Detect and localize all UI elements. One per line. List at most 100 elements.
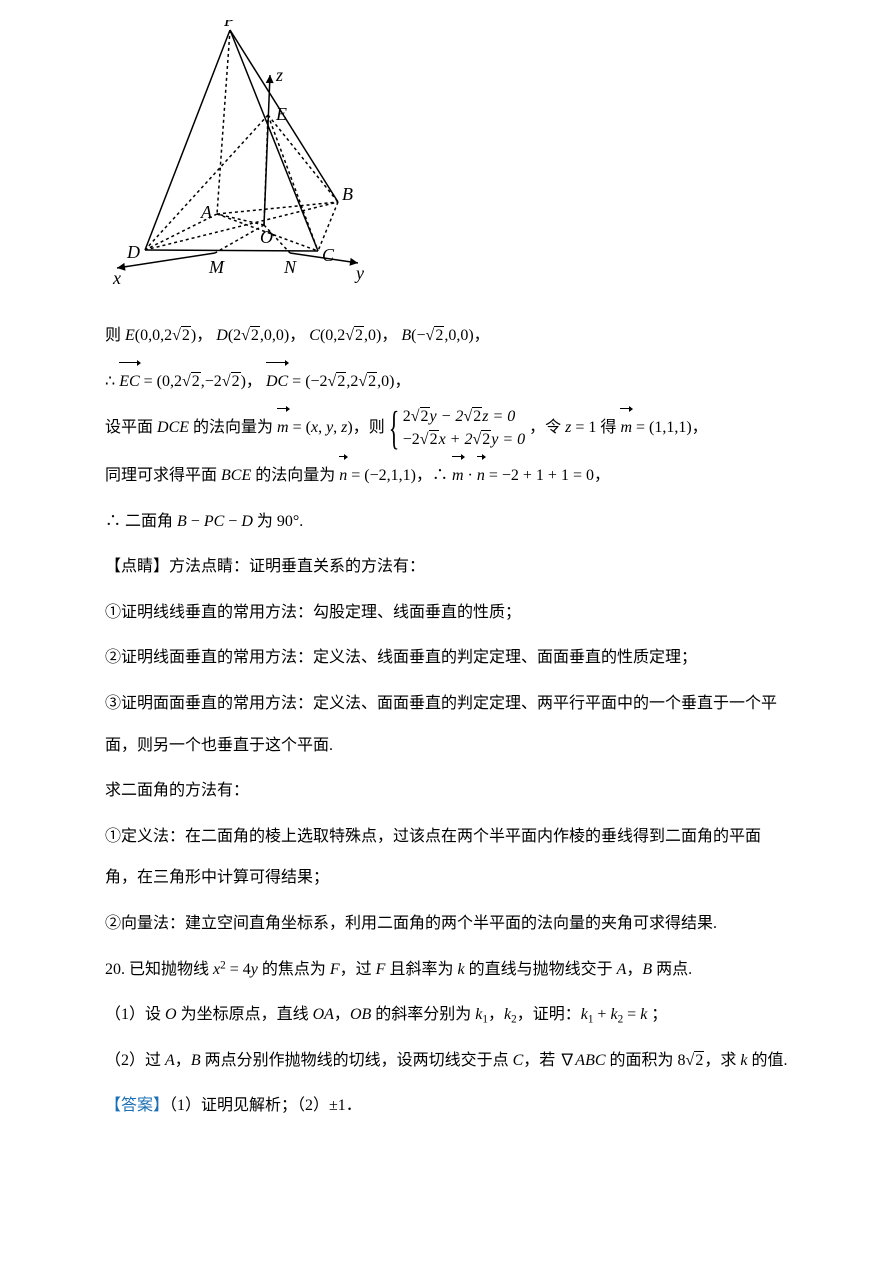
line-dihedral: ∴ 二面角 B − PC − D 为 90°. — [105, 501, 792, 543]
t: )，则 — [347, 419, 388, 436]
hint-3: ③证明面面垂直的常用方法：定义法、面面垂直的判定定理、两平行平面中的一个垂直于一… — [105, 683, 792, 766]
t: 同理可求得平面 — [105, 467, 221, 484]
pt-B: B — [401, 327, 411, 344]
t: )， — [191, 327, 212, 344]
k: k — [457, 961, 464, 978]
vec-n: n — [477, 455, 485, 497]
svg-text:P: P — [223, 20, 235, 30]
svg-text:E: E — [275, 104, 287, 124]
q20: 20. 已知抛物线 x2 = 4y 的焦点为 F，过 F 且斜率为 k 的直线与… — [105, 949, 792, 991]
t: ,0,0)， — [260, 327, 305, 344]
svg-text:D: D — [126, 242, 140, 262]
C: C — [513, 1052, 524, 1069]
t: (− — [411, 327, 425, 344]
equation-system: 2√2y − 2√2z = 0 −2√2x + 2√2y = 0 — [389, 406, 525, 451]
line-normal-m: 设平面 DCE 的法向量为 m = (x, y, z)，则 2√2y − 2√2… — [105, 406, 792, 451]
t: 两点. — [652, 961, 692, 978]
t: ,2 — [346, 373, 358, 390]
t: = −2 + 1 + 1 = 0， — [485, 467, 610, 484]
PC: PC — [204, 513, 224, 530]
t: 为 90°. — [253, 513, 303, 530]
t: ， — [334, 1006, 350, 1023]
t: (0,0,2 — [135, 327, 172, 344]
O: O — [165, 1006, 177, 1023]
t: = 1 得 — [571, 419, 620, 436]
t: = (1,1,1)， — [632, 419, 708, 436]
t: 且斜率为 — [385, 961, 457, 978]
t: （2）过 — [105, 1052, 165, 1069]
t: ，证明： — [517, 1006, 581, 1023]
svg-text:x: x — [112, 268, 121, 288]
vec-m: m — [452, 455, 464, 497]
A: A — [617, 961, 627, 978]
line-coords: 则 E(0,0,2√2)， D(2√2,0,0)， C(0,2√2,0)， B(… — [105, 315, 792, 357]
t: 的法向量为 — [189, 419, 277, 436]
t: − — [187, 513, 204, 530]
sqrt2: √2 — [182, 372, 201, 390]
A: A — [165, 1052, 175, 1069]
t: 20. 已知抛物线 — [105, 961, 213, 978]
F: F — [330, 961, 340, 978]
line-vectors: ∴ EC = (0,2√2,−2√2)， DC = (−2√2,2√2,0)， — [105, 361, 792, 403]
line-normal-n: 同理可求得平面 BCE 的法向量为 n = (−2,1,1)，∴ m · n =… — [105, 455, 792, 497]
answer-text: （1）证明见解析；（2）±1． — [169, 1097, 362, 1114]
hint-2: ②证明线面垂直的常用方法：定义法、线面垂直的判定定理、面面垂直的性质定理； — [105, 637, 792, 679]
svg-text:A: A — [200, 202, 213, 222]
B: B — [191, 1052, 201, 1069]
t: 的直线与抛物线交于 — [465, 961, 617, 978]
t: 两点分别作抛物线的切线，设两切线交于点 — [201, 1052, 513, 1069]
vec-DC: DC — [266, 361, 288, 403]
vec-n: n — [339, 455, 347, 497]
plane-BCE: BCE — [221, 467, 251, 484]
hint-1: ①证明线线垂直的常用方法：勾股定理、线面垂直的性质； — [105, 592, 792, 634]
t: 设平面 — [105, 419, 157, 436]
t: (2 — [228, 327, 241, 344]
vec-EC: EC — [119, 361, 139, 403]
t: ，若 ∇ — [523, 1052, 575, 1069]
k2: k — [610, 1006, 617, 1023]
t: = (0,2 — [140, 373, 182, 390]
svg-text:y: y — [354, 263, 364, 283]
t: 为坐标原点，直线 — [177, 1006, 313, 1023]
t: − — [224, 513, 241, 530]
sqrt2: √2 — [345, 326, 364, 344]
t: )， — [241, 373, 262, 390]
x: x — [311, 419, 318, 436]
svg-text:M: M — [208, 257, 225, 277]
dot: · — [464, 467, 477, 484]
t: = (−2 — [288, 373, 327, 390]
vec-m: m — [620, 407, 632, 449]
F: F — [376, 961, 386, 978]
t: = 4 — [226, 961, 251, 978]
sqrt2: √2 — [426, 326, 445, 344]
pt-E: E — [125, 327, 135, 344]
t: ； — [647, 1006, 667, 1023]
pt-D: D — [216, 327, 228, 344]
svg-text:N: N — [283, 257, 297, 277]
t: ， — [488, 1006, 504, 1023]
t: ,0)， — [364, 327, 397, 344]
t: ,0,0)， — [444, 327, 489, 344]
t: 的法向量为 — [251, 467, 339, 484]
svg-text:z: z — [275, 65, 283, 85]
hint-5: ①定义法：在二面角的棱上选取特殊点，过该点在两个半平面内作棱的垂线得到二面角的平… — [105, 816, 792, 899]
answer-label: 【答案】 — [105, 1097, 169, 1114]
t: ∴ 二面角 — [105, 513, 177, 530]
OA: OA — [313, 1006, 334, 1023]
t: ，求 — [704, 1052, 740, 1069]
t: = (−2,1,1)，∴ — [347, 467, 452, 484]
t: ， — [175, 1052, 191, 1069]
t: ，过 — [340, 961, 376, 978]
ABC: ABC — [575, 1052, 605, 1069]
svg-text:O: O — [260, 227, 273, 247]
B: B — [642, 961, 652, 978]
svg-text:C: C — [322, 245, 335, 265]
t: 则 — [105, 327, 125, 344]
svg-text:B: B — [342, 184, 353, 204]
sqrt2: √2 — [686, 1051, 705, 1069]
y: y — [251, 961, 258, 978]
answer-line: 【答案】（1）证明见解析；（2）±1． — [105, 1085, 792, 1127]
q20-part1: （1）设 O 为坐标原点，直线 OA，OB 的斜率分别为 k1，k2，证明：k1… — [105, 994, 792, 1036]
sqrt2: √2 — [222, 372, 241, 390]
t: （1）设 — [105, 1006, 165, 1023]
